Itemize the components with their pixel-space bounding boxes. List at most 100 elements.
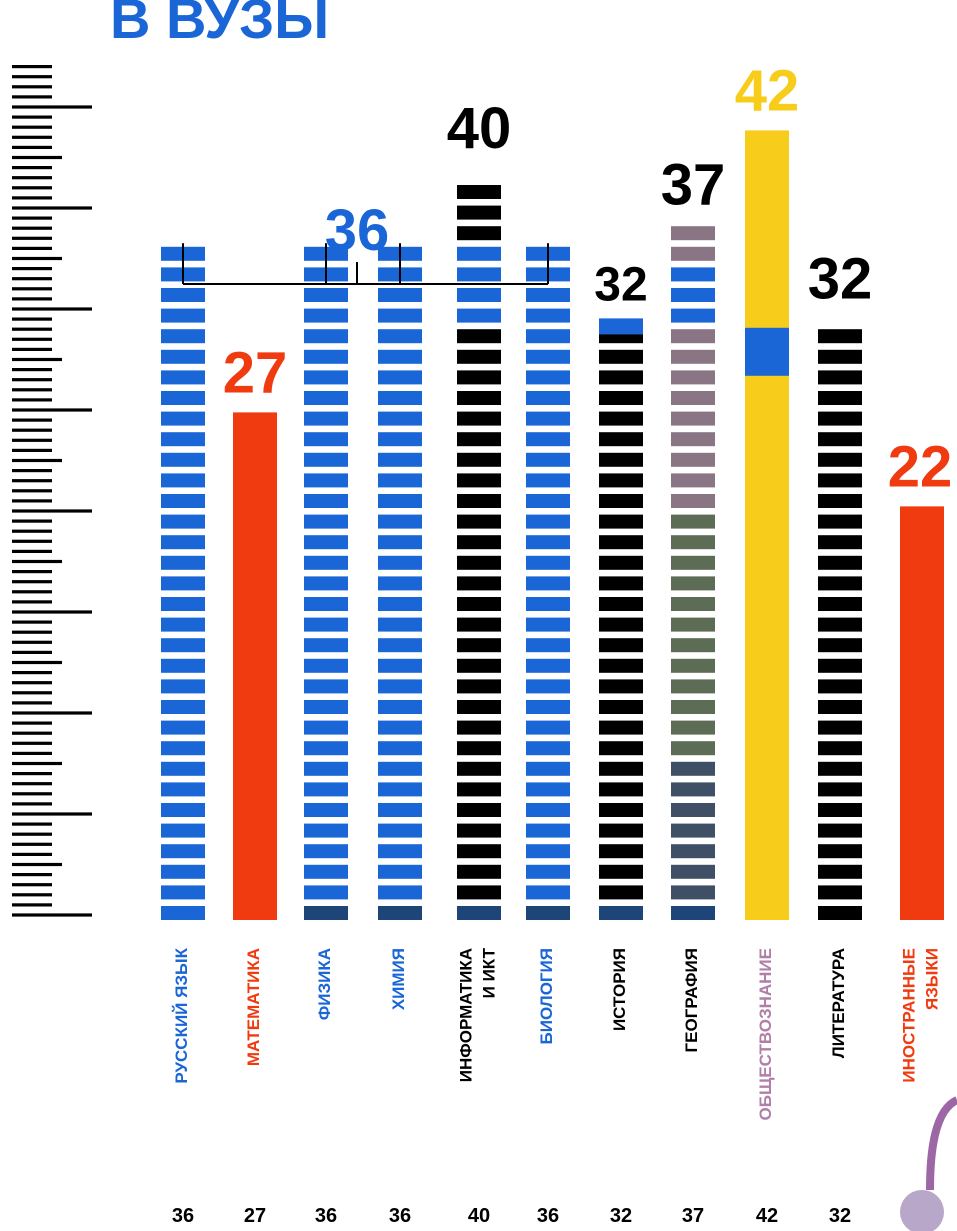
bottom-value: 42 (756, 1205, 778, 1227)
bar-segment (599, 761, 643, 776)
category-label: ИНОСТРАННЫЕ (900, 948, 919, 1083)
bar-segment (161, 658, 205, 673)
bottom-value: 36 (172, 1205, 194, 1227)
bar-segment (161, 761, 205, 776)
ruler-tick (12, 570, 52, 574)
bar-segment (526, 782, 570, 797)
bar-segment (161, 906, 205, 920)
bar-segment (671, 906, 715, 920)
ruler-tick (12, 469, 52, 473)
category-label: ГЕОГРАФИЯ (682, 948, 701, 1052)
bar-segment (304, 411, 348, 426)
bar-segment (818, 411, 862, 426)
bar-segment (671, 494, 715, 508)
bar-segment (161, 288, 205, 302)
ruler-tick (12, 893, 52, 897)
bar-segment (161, 638, 205, 653)
ruler-tick (12, 681, 52, 685)
chart-title: В ВУЗЫ (110, 0, 329, 50)
ruler-tick (12, 701, 52, 705)
bar-segment (378, 679, 422, 694)
bar-segment (161, 349, 205, 364)
ruler-tick (12, 418, 52, 422)
ruler-tick (12, 327, 52, 331)
ruler-tick (12, 873, 52, 877)
ruler-tick (12, 458, 62, 463)
bar-segment (161, 432, 205, 447)
ruler-tick (12, 297, 52, 301)
bar-segment (457, 658, 501, 673)
bar-segment (378, 555, 422, 570)
bar-segment (161, 308, 205, 323)
bar-segment (818, 638, 862, 653)
bar-segment (304, 761, 348, 776)
bar-segment (457, 700, 501, 714)
bar-segment (526, 535, 570, 550)
bar-segment (671, 700, 715, 714)
ruler-tick (12, 236, 52, 240)
bar-segment (304, 308, 348, 323)
bar-segment (161, 617, 205, 632)
bar-segment (378, 494, 422, 508)
ruler-tick (12, 782, 52, 786)
ruler-tick (12, 85, 52, 89)
bar-segment (457, 452, 501, 467)
bar-segment (526, 494, 570, 508)
ruler-tick (12, 580, 52, 584)
bar-segment (378, 411, 422, 426)
bar-segment (671, 658, 715, 673)
bar-segment (378, 658, 422, 673)
bar-segment (457, 185, 501, 199)
bottom-value: 37 (682, 1205, 704, 1227)
bar-segment (378, 391, 422, 405)
bar-segment (671, 226, 715, 241)
ruler-tick (12, 408, 92, 412)
bar-segment (457, 864, 501, 879)
bar-segment (161, 411, 205, 426)
bar-segment (671, 679, 715, 694)
bar-segment (378, 288, 422, 302)
bar-segment (378, 535, 422, 550)
bar-segment (526, 741, 570, 756)
top-value-label: 22 (888, 434, 953, 499)
bar-segment (818, 803, 862, 817)
ruler-tick (12, 883, 52, 887)
bar-segment (304, 391, 348, 405)
bar-segment (457, 411, 501, 426)
ruler-tick (12, 489, 52, 493)
bar-segment (818, 514, 862, 529)
ruler-tick (12, 287, 52, 291)
bar-segment (304, 329, 348, 344)
ruler-tick (12, 277, 52, 281)
bar-segment (457, 844, 501, 859)
bar-segment (304, 844, 348, 859)
bar-marker (745, 327, 789, 376)
bar-segment (671, 597, 715, 611)
ruler-tick (12, 95, 52, 99)
ruler-tick (12, 115, 52, 119)
ruler-tick (12, 75, 52, 79)
bar-segment (457, 803, 501, 817)
bar-segment (457, 246, 501, 261)
bar-segment (457, 823, 501, 838)
bar-segment (599, 494, 643, 508)
bar-segment (304, 514, 348, 529)
ruler-tick (12, 761, 62, 766)
ruler-tick (12, 246, 52, 250)
bar-segment (671, 370, 715, 385)
bar-segment (599, 473, 643, 488)
bar-segment (304, 288, 348, 302)
bar-segment (526, 638, 570, 653)
ruler-tick (12, 903, 52, 907)
bar-segment (599, 411, 643, 426)
ruler-tick (12, 539, 52, 543)
bar-segment (599, 555, 643, 570)
bar-segment (378, 700, 422, 714)
bar-segment (818, 555, 862, 570)
bar-segment (671, 864, 715, 879)
bar-segment (457, 432, 501, 447)
bar-segment (671, 555, 715, 570)
bar-segment (599, 803, 643, 817)
ruler-tick (12, 741, 52, 745)
